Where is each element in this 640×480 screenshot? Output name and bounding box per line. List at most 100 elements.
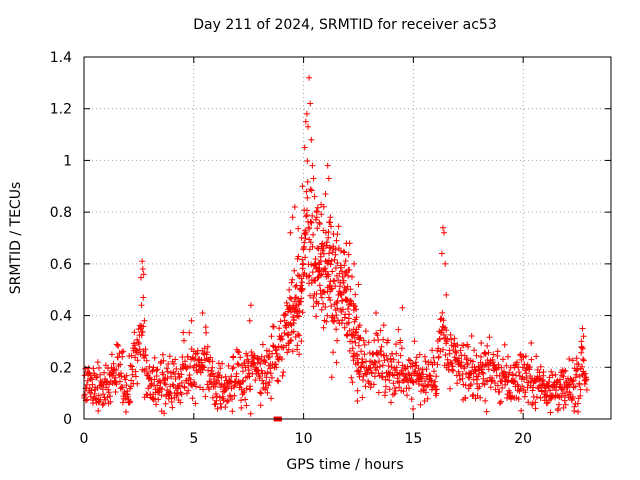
data-point	[313, 208, 320, 214]
data-point	[280, 369, 287, 376]
data-point	[344, 332, 350, 339]
data-point	[499, 385, 506, 391]
data-point	[326, 244, 333, 251]
data-point	[361, 351, 368, 358]
data-point	[328, 303, 335, 310]
data-point	[330, 278, 337, 285]
data-point	[305, 218, 311, 225]
data-point	[412, 367, 419, 374]
data-point	[383, 352, 390, 359]
data-point	[342, 311, 349, 318]
data-point	[252, 377, 259, 384]
data-point	[354, 368, 361, 375]
data-point	[442, 260, 449, 267]
data-point	[349, 345, 356, 352]
data-point	[119, 399, 126, 406]
data-point	[205, 367, 212, 374]
data-point	[318, 294, 325, 301]
data-point	[293, 294, 300, 301]
data-point	[521, 393, 528, 400]
data-point	[323, 242, 330, 249]
data-point	[504, 395, 510, 401]
data-point	[582, 370, 589, 377]
data-point	[197, 384, 203, 391]
data-point	[238, 397, 245, 404]
data-point	[435, 353, 442, 360]
data-point	[100, 391, 107, 398]
data-point	[482, 351, 489, 358]
data-point	[155, 396, 162, 403]
data-point	[487, 384, 494, 391]
data-point	[549, 372, 556, 379]
data-point	[325, 294, 332, 301]
data-point	[330, 349, 337, 356]
data-point	[140, 323, 147, 330]
data-point	[482, 397, 489, 404]
data-point	[162, 381, 169, 388]
data-point	[320, 300, 327, 307]
data-point	[571, 403, 578, 410]
data-point	[307, 292, 314, 299]
data-point	[316, 282, 323, 289]
data-point	[310, 294, 317, 301]
data-point	[415, 365, 422, 372]
data-point	[436, 336, 443, 343]
data-point	[284, 302, 291, 309]
data-point	[294, 308, 301, 315]
data-point	[461, 365, 468, 372]
data-point	[153, 401, 160, 408]
data-point	[165, 361, 172, 367]
data-point	[234, 360, 241, 367]
data-point	[431, 382, 438, 389]
data-point	[313, 214, 320, 221]
data-point	[540, 369, 547, 375]
data-point	[114, 341, 121, 348]
data-point	[294, 272, 301, 279]
data-point	[307, 239, 314, 246]
data-point	[320, 227, 327, 234]
data-point	[313, 313, 320, 320]
data-point	[138, 274, 144, 281]
data-point	[323, 318, 330, 325]
data-point	[384, 356, 391, 363]
data-point	[408, 396, 415, 403]
data-point	[311, 262, 318, 269]
data-point	[209, 364, 216, 371]
data-point	[105, 389, 112, 396]
data-point	[329, 268, 336, 275]
data-point	[404, 392, 410, 399]
data-point	[239, 378, 246, 385]
data-point	[200, 386, 207, 393]
data-point	[517, 352, 524, 359]
data-point	[340, 277, 347, 284]
data-point	[350, 326, 357, 333]
data-point	[451, 335, 458, 342]
data-point	[386, 377, 393, 384]
data-point	[166, 353, 173, 360]
data-point	[478, 353, 484, 360]
data-point	[342, 296, 349, 303]
data-point	[472, 368, 479, 375]
data-point	[386, 386, 393, 393]
data-point	[469, 358, 476, 365]
y-tick-label: 0.4	[50, 309, 72, 325]
data-point	[288, 337, 295, 344]
data-point	[479, 369, 486, 376]
data-point	[503, 362, 510, 369]
data-point	[127, 398, 134, 405]
data-point	[124, 393, 131, 400]
data-point	[477, 394, 484, 401]
data-point	[422, 378, 429, 385]
data-point	[304, 194, 311, 201]
data-point	[154, 366, 161, 373]
data-point	[263, 374, 270, 381]
data-point	[281, 330, 288, 336]
data-point	[128, 377, 135, 384]
data-point	[422, 358, 429, 365]
data-point	[91, 390, 98, 397]
data-point	[207, 354, 214, 361]
data-point	[367, 365, 374, 372]
data-point	[579, 345, 586, 352]
data-point	[192, 400, 199, 407]
data-point	[214, 405, 221, 412]
